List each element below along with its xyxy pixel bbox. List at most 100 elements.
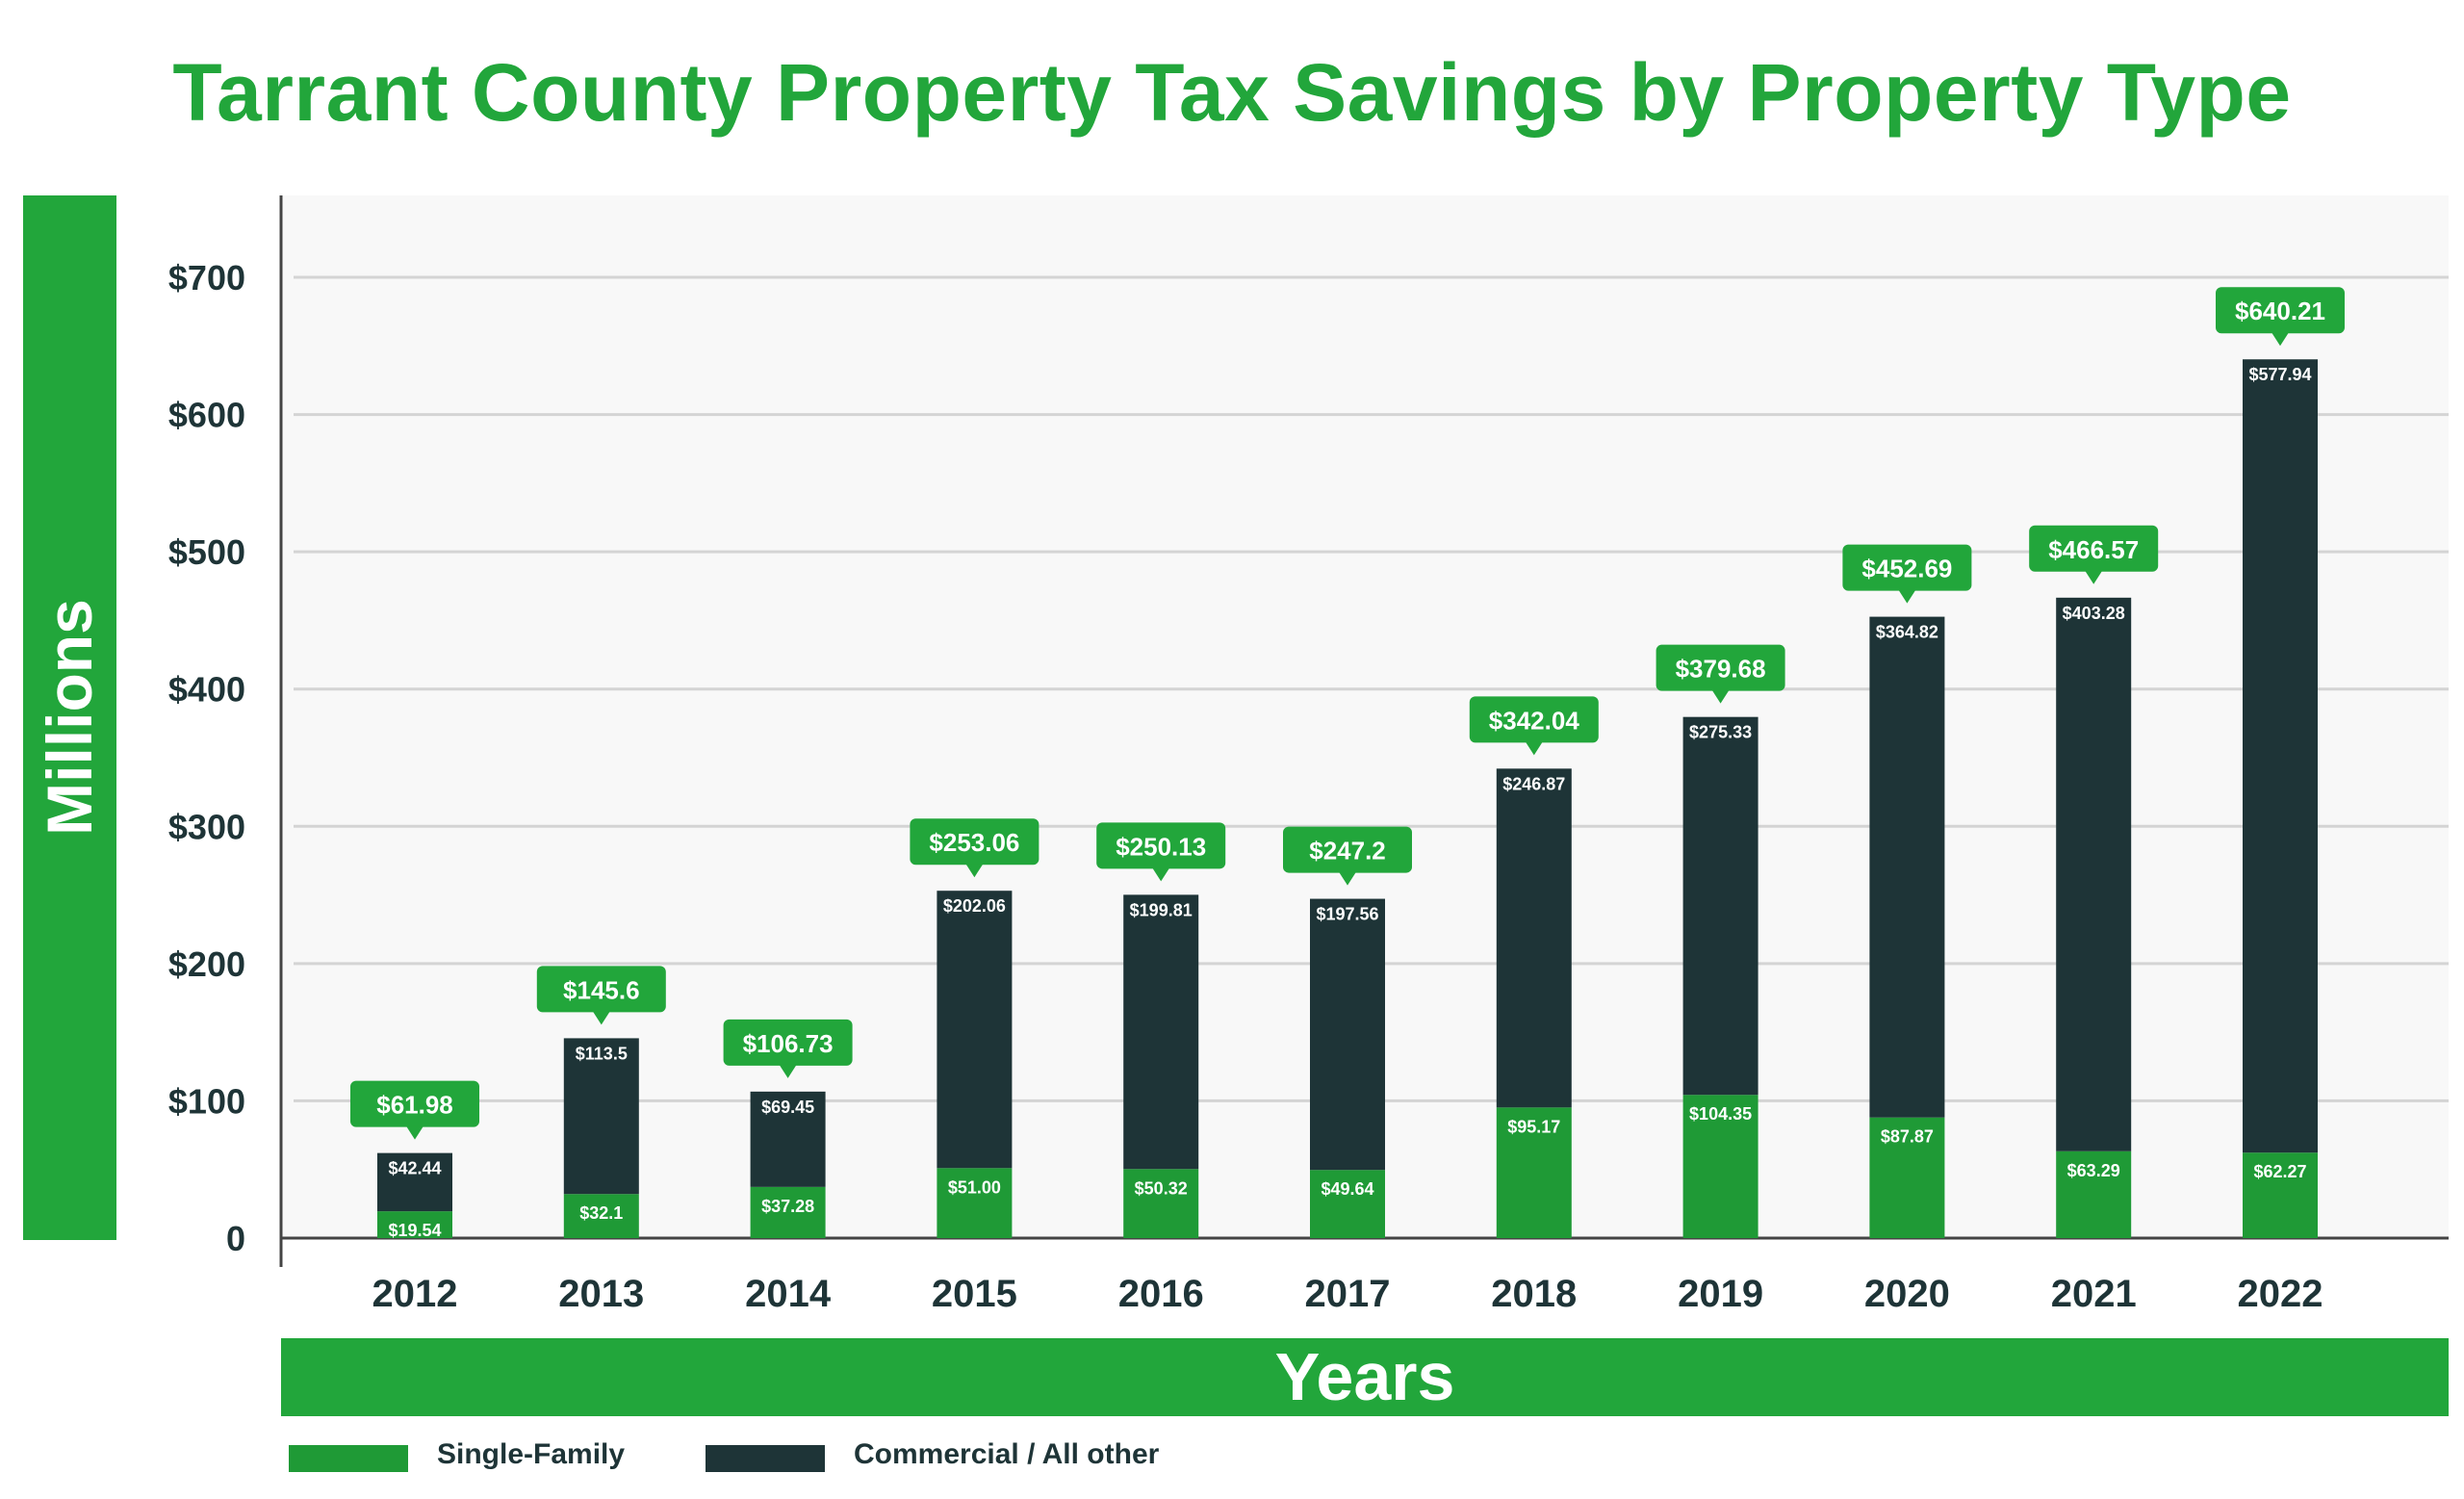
data-label-single-family: $51.00 [948,1177,1001,1197]
data-label-commercial: $202.06 [943,896,1006,916]
y-tick-label: $300 [168,807,245,846]
bar-single-family [1123,1169,1199,1238]
legend-label-single-family: Single-Family [437,1438,626,1470]
bar-commercial [1869,616,1945,1118]
bar-commercial [937,891,1013,1169]
x-tick-label: 2019 [1678,1273,1763,1315]
data-label-single-family: $63.29 [2067,1161,2120,1180]
data-label-single-family: $49.64 [1321,1179,1373,1199]
data-label-single-family: $19.54 [388,1221,441,1240]
bar-single-family [1682,1095,1758,1238]
x-tick-label: 2020 [1864,1273,1950,1315]
total-callout-pointer [2272,332,2289,347]
total-label: $640.21 [2235,297,2325,325]
bar-commercial [1123,894,1199,1170]
y-tick-label: 0 [226,1219,245,1258]
total-callout [910,818,1040,866]
bar-single-family [937,1168,1013,1238]
bar-commercial [563,1038,639,1195]
total-callout [1096,822,1226,869]
total-callout [536,966,666,1013]
data-label-single-family: $37.28 [761,1197,814,1216]
total-callout-pointer [1339,871,1356,886]
total-callout [1469,696,1599,743]
bar-commercial [2056,597,2132,1151]
x-tick-label: 2013 [558,1273,644,1315]
bar-single-family [2056,1150,2132,1238]
data-label-commercial: $199.81 [1130,900,1193,919]
total-callout [1656,644,1785,691]
bar-commercial [2243,359,2318,1153]
x-tick-label: 2015 [932,1273,1017,1315]
total-label: $342.04 [1489,706,1580,735]
data-label-single-family: $62.27 [2253,1162,2306,1181]
bar-single-family [1310,1170,1385,1238]
total-callout-pointer [2085,570,2103,584]
bar-single-family [750,1186,826,1238]
total-callout [350,1080,479,1127]
data-label-commercial: $69.45 [761,1098,814,1117]
data-label-commercial: $403.28 [2063,604,2125,623]
legend-swatch-single-family [289,1445,408,1472]
total-callout-pointer [1152,867,1170,882]
total-callout-pointer [779,1064,797,1078]
legend-label-commercial: Commercial / All other [854,1438,1160,1470]
x-tick-label: 2018 [1491,1273,1577,1315]
data-label-single-family: $87.87 [1881,1127,1934,1147]
bar-single-family [563,1194,639,1238]
x-tick-label: 2014 [745,1273,832,1315]
total-callout-pointer [1711,689,1730,704]
bar-single-family [1496,1107,1572,1238]
total-callout [723,1019,853,1066]
y-tick-label: $500 [168,532,245,572]
x-tick-label: 2022 [2238,1273,2323,1315]
data-label-commercial: $246.87 [1502,774,1565,793]
y-axis-label-bar [23,195,116,1240]
bar-single-family [377,1211,452,1238]
data-label-single-family: $32.1 [579,1203,623,1223]
bar-commercial [377,1152,452,1212]
total-label: $253.06 [929,828,1019,857]
total-label: $466.57 [2048,535,2139,564]
data-label-single-family: $50.32 [1135,1178,1188,1198]
bar-single-family [2243,1152,2318,1238]
total-callout-pointer [1525,741,1543,756]
bar-commercial [1310,898,1385,1171]
x-tick-label: 2021 [2051,1273,2137,1315]
data-label-commercial: $275.33 [1689,723,1752,742]
data-label-commercial: $42.44 [388,1159,441,1178]
total-label: $250.13 [1116,832,1206,861]
x-tick-label: 2016 [1118,1273,1204,1315]
total-label: $247.2 [1309,837,1386,866]
total-callout-pointer [592,1011,610,1025]
data-label-single-family: $104.35 [1689,1104,1752,1124]
y-tick-label: $400 [168,670,245,710]
bar-commercial [1496,768,1572,1108]
chart-title: Tarrant County Property Tax Savings by P… [172,47,2292,138]
data-label-commercial: $197.56 [1316,905,1378,924]
total-label: $452.69 [1861,555,1952,583]
legend-swatch-commercial [706,1445,825,1472]
x-tick-label: 2017 [1305,1273,1391,1315]
y-tick-label: $600 [168,396,245,435]
x-axis-label: Years [281,1338,2449,1416]
x-tick-label: 2012 [372,1273,458,1315]
total-label: $61.98 [376,1091,453,1120]
data-label-single-family: $95.17 [1507,1117,1560,1136]
y-tick-label: $700 [168,258,245,297]
y-tick-label: $100 [168,1081,245,1121]
total-callout-pointer [965,864,984,878]
bar-commercial [1682,716,1758,1096]
total-callout-pointer [1898,589,1916,604]
total-label: $145.6 [563,975,640,1004]
total-callout [2216,287,2345,334]
data-label-commercial: $577.94 [2248,365,2311,384]
bar-commercial [750,1091,826,1187]
data-label-commercial: $113.5 [576,1044,628,1063]
total-label: $106.73 [743,1029,834,1058]
total-callout [2029,525,2159,572]
y-tick-label: $200 [168,944,245,984]
total-callout [1842,544,1972,591]
total-callout-pointer [406,1125,424,1140]
